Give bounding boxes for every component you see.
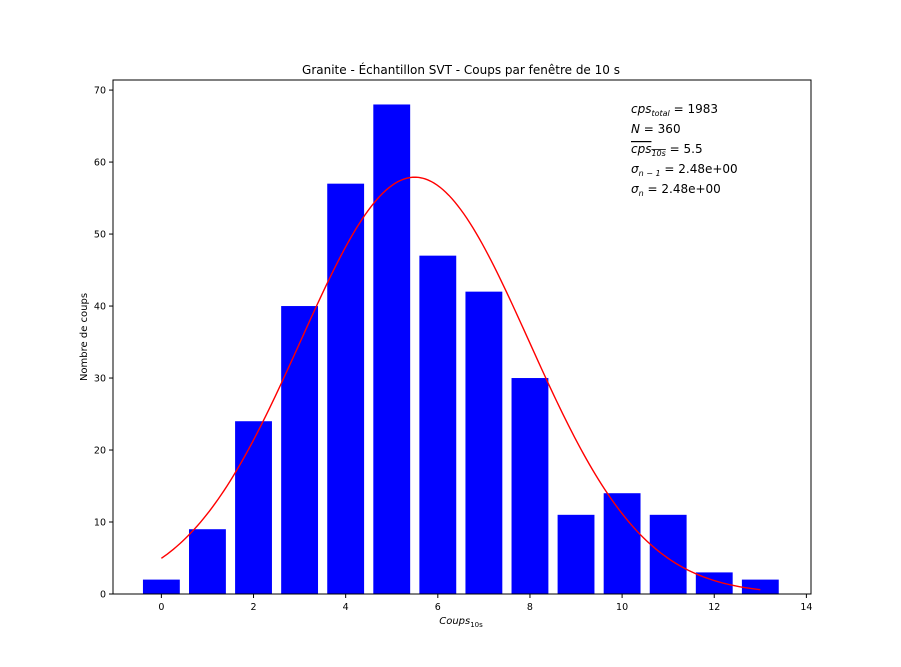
stat-symbol: σ — [631, 162, 639, 176]
stat-value: = 2.48e+00 — [644, 182, 721, 196]
y-axis-ticks: 0 10 20 30 40 50 60 70 — [94, 86, 113, 601]
stat-symbol: σ — [631, 182, 639, 196]
bar — [419, 255, 457, 595]
bar — [741, 579, 779, 594]
y-tick-label: 30 — [94, 374, 106, 385]
x-tick-label: 10 — [616, 602, 628, 613]
bar — [189, 529, 226, 594]
stat-symbol: N — [631, 122, 640, 136]
x-axis-ticks: 0 2 4 6 8 10 12 14 — [158, 594, 812, 613]
stat-subscript: n − 1 — [639, 169, 661, 178]
stat-symbol: cps — [631, 142, 651, 156]
bar — [649, 514, 687, 594]
y-tick-label: 60 — [94, 158, 106, 169]
x-tick-label: 14 — [800, 602, 812, 613]
stat-value: = 360 — [640, 122, 681, 136]
y-tick-label: 20 — [94, 446, 106, 457]
stat-symbol: cps — [631, 102, 651, 116]
stat-annotation: N = 360 — [631, 122, 681, 136]
bar — [465, 291, 503, 594]
x-axis-label-sub: 10s — [470, 621, 483, 629]
x-tick-label: 8 — [527, 602, 533, 613]
bar — [511, 378, 549, 594]
stat-subscript: total — [651, 109, 670, 118]
bar — [327, 183, 365, 594]
stat-annotation: cpstotal = 1983 — [631, 102, 718, 118]
y-axis-label: Nombre de coups — [79, 293, 90, 381]
bar — [281, 306, 319, 594]
x-axis-label-base: Coups — [439, 616, 470, 627]
x-tick-label: 12 — [708, 602, 720, 613]
chart-title: Granite - Échantillon SVT - Coups par fe… — [302, 62, 620, 77]
bar — [603, 493, 641, 594]
stat-annotation: σn = 2.48e+00 — [631, 182, 721, 198]
bar — [557, 514, 595, 594]
stat-annotation: σn − 1 = 2.48e+00 — [631, 162, 738, 178]
plot-frame — [112, 79, 812, 595]
x-axis-label: Coups10s — [439, 616, 483, 629]
stat-subscript: n — [639, 189, 644, 198]
y-tick-label: 10 — [94, 518, 106, 529]
y-tick-label: 70 — [94, 86, 106, 97]
gaussian-fit-curve — [160, 176, 761, 591]
y-tick-label: 0 — [100, 590, 106, 601]
x-tick-label: 2 — [250, 602, 256, 613]
x-tick-label: 6 — [435, 602, 441, 613]
x-tick-label: 0 — [158, 602, 164, 613]
stat-annotation: cps10s = 5.5 — [631, 142, 703, 158]
bar — [142, 579, 180, 594]
bar — [235, 421, 272, 594]
bars-group — [142, 104, 779, 595]
stat-value: = 5.5 — [666, 142, 703, 156]
y-tick-label: 50 — [94, 230, 106, 241]
stat-subscript: 10s — [651, 149, 665, 158]
stat-value: = 2.48e+00 — [661, 162, 738, 176]
bar — [373, 104, 411, 594]
x-tick-label: 4 — [343, 602, 349, 613]
stat-value: = 1983 — [670, 102, 718, 116]
y-tick-label: 40 — [94, 302, 106, 313]
